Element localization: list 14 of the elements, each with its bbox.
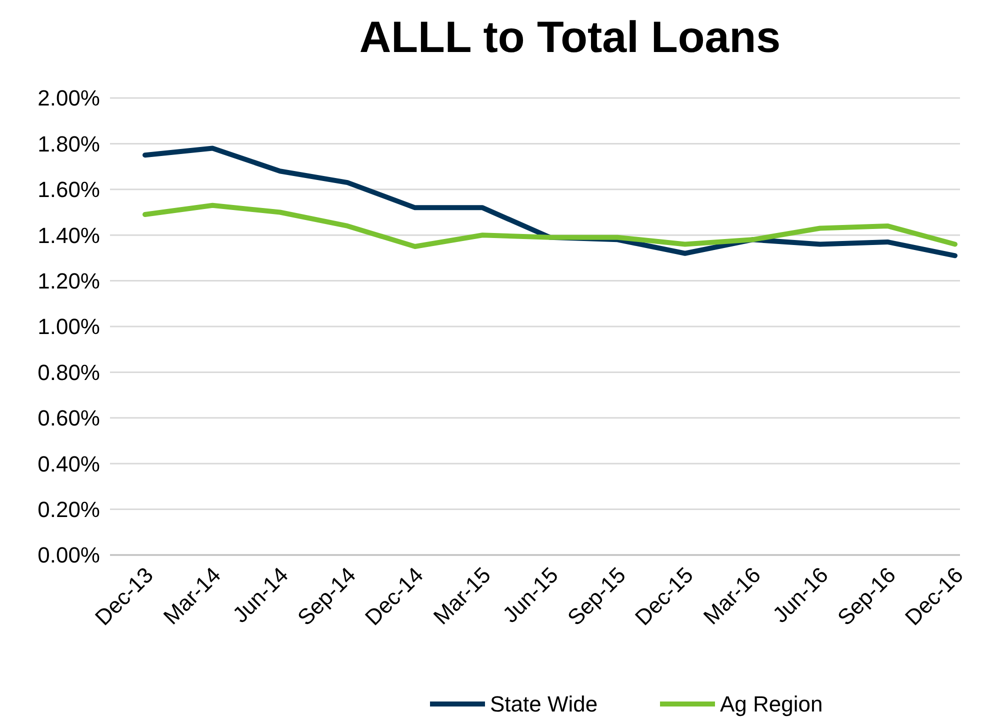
y-tick-label: 0.60%: [38, 406, 100, 431]
y-tick-label: 1.40%: [38, 222, 100, 248]
y-tick-label: 2.00%: [38, 86, 100, 111]
y-tick-label: 0.20%: [38, 497, 100, 522]
y-tick-label: 1.80%: [38, 131, 100, 156]
y-tick-label: 0.00%: [38, 542, 100, 568]
y-tick-label: 1.00%: [38, 314, 100, 340]
y-tick-label: 0.40%: [38, 451, 100, 476]
legend-label: State Wide: [490, 692, 598, 717]
chart-title: ALLL to Total Loans: [359, 13, 781, 62]
y-tick-label: 1.20%: [38, 268, 100, 294]
y-tick-label: 0.80%: [38, 360, 100, 385]
y-tick-label: 1.60%: [38, 177, 100, 202]
legend-label: Ag Region: [720, 692, 823, 717]
